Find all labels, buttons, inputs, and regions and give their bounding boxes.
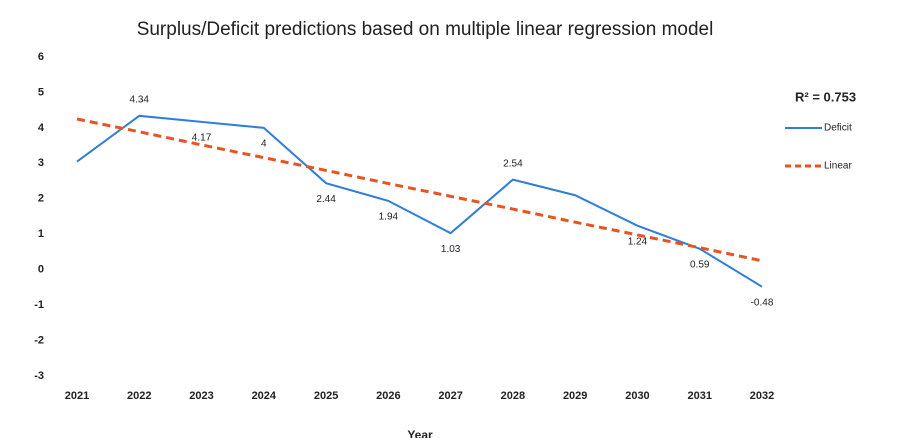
series-line [76, 117, 763, 263]
data-label: 0.59 [690, 259, 710, 270]
data-label: 1.03 [441, 244, 461, 255]
data-label: 4.17 [192, 133, 212, 144]
r-squared: R² = 0.753 [795, 89, 856, 104]
x-tick-label: 2032 [750, 390, 774, 402]
y-tick-label: 6 [38, 51, 44, 63]
x-tick-label: 2026 [376, 390, 400, 402]
y-tick-label: -1 [34, 299, 44, 311]
y-tick-label: 3 [38, 157, 44, 169]
y-tick-label: 0 [38, 264, 44, 276]
x-tick-label: 2022 [127, 390, 151, 402]
x-tick-label: 2027 [438, 390, 462, 402]
x-axis-title: Year [407, 428, 433, 438]
legend-label: Deficit [824, 123, 852, 134]
data-label: 1.94 [379, 212, 399, 223]
y-tick-label: -3 [34, 370, 44, 382]
data-label: 4 [261, 139, 267, 150]
x-tick-label: 2031 [687, 390, 711, 402]
y-tick-label: 5 [38, 86, 44, 98]
x-tick-label: 2029 [563, 390, 587, 402]
y-tick-label: 1 [38, 228, 44, 240]
x-tick-label: 2021 [65, 390, 89, 402]
data-label: 4.34 [130, 94, 150, 105]
y-tick-label: 2 [38, 193, 44, 205]
x-tick-label: 2024 [252, 390, 277, 402]
x-tick-label: 2025 [314, 390, 338, 402]
legend-label: Linear [824, 161, 852, 172]
series-line [76, 114, 763, 288]
data-label: 2.54 [503, 158, 523, 169]
x-tick-label: 2030 [625, 390, 649, 402]
y-tick-label: -2 [34, 334, 44, 346]
data-label: 1.24 [628, 236, 648, 247]
chart-title: Surplus/Deficit predictions based on mul… [137, 19, 714, 40]
x-tick-label: 2028 [501, 390, 525, 402]
x-tick-label: 2023 [189, 390, 213, 402]
y-tick-label: 4 [38, 122, 45, 134]
data-label: -0.48 [751, 297, 774, 308]
data-label: 2.44 [316, 194, 336, 205]
